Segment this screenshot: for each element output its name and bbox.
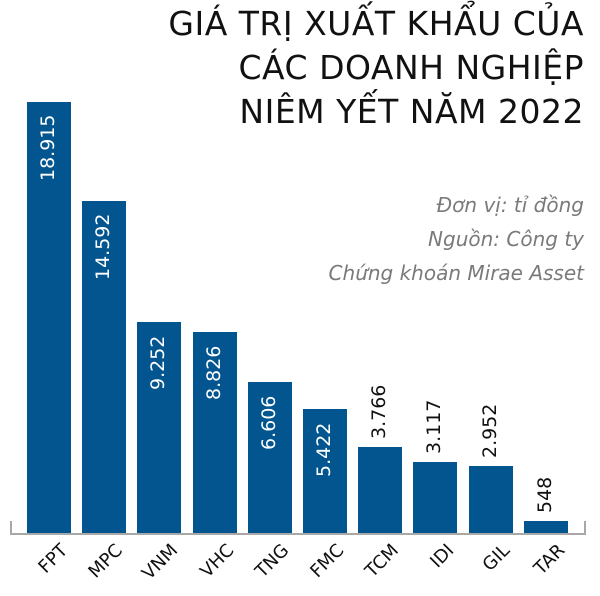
bar-value-label: 6.606 [258, 395, 280, 450]
bar-mpc [82, 201, 126, 533]
source-note-1: Nguồn: Công ty [428, 227, 584, 251]
x-tick-label: GIL [478, 540, 514, 576]
x-tick-label: TCM [361, 540, 403, 582]
bar-idi [413, 462, 457, 533]
bar-fmc [303, 409, 347, 533]
bar-value-label: 18.915 [37, 114, 59, 181]
bar-vhc [193, 332, 237, 533]
x-tick-label: VHC [195, 540, 238, 583]
x-tick-label: IDI [425, 540, 458, 573]
bar-value-label: 3.117 [423, 399, 445, 454]
bar-gil [469, 466, 513, 533]
bar-value-label: 548 [534, 476, 556, 513]
source-note-2: Chứng khoán Mirae Asset [328, 261, 584, 285]
bar-value-label: 8.826 [203, 345, 225, 400]
chart-title-line-1: GIÁ TRỊ XUẤT KHẨU CỦA [168, 4, 584, 43]
x-tick-label: TAR [529, 540, 569, 580]
bar-fpt [27, 102, 71, 533]
x-axis-left-tick [10, 521, 12, 535]
bar-tar [524, 521, 568, 533]
x-tick-label: MPC [84, 540, 127, 583]
bar-tcm [358, 447, 402, 533]
unit-note: Đơn vị: tỉ đồng [436, 193, 584, 217]
bar-value-label: 2.952 [479, 403, 501, 458]
bar-tng [248, 382, 292, 533]
x-axis-right-tick [584, 521, 586, 535]
chart-title-line-3: NIÊM YẾT NĂM 2022 [239, 92, 584, 131]
x-axis-line [10, 533, 585, 535]
x-tick-label: VNM [137, 540, 182, 585]
x-tick-label: FMC [305, 540, 348, 583]
bar-vnm [137, 322, 181, 533]
chart-title: GIÁ TRỊ XUẤT KHẨU CỦA CÁC DOANH NGHIỆP N… [168, 2, 584, 134]
bar-value-label: 5.422 [313, 422, 335, 477]
chart-title-line-2: CÁC DOANH NGHIỆP [238, 48, 584, 87]
bar-value-label: 14.592 [92, 213, 114, 280]
chart-meta: Đơn vị: tỉ đồng Nguồn: Công ty Chứng kho… [329, 188, 584, 290]
bar-value-label: 9.252 [147, 335, 169, 390]
bar-value-label: 3.766 [368, 384, 390, 439]
x-tick-label: FPT [34, 540, 72, 578]
x-tick-label: TNG [250, 540, 293, 583]
